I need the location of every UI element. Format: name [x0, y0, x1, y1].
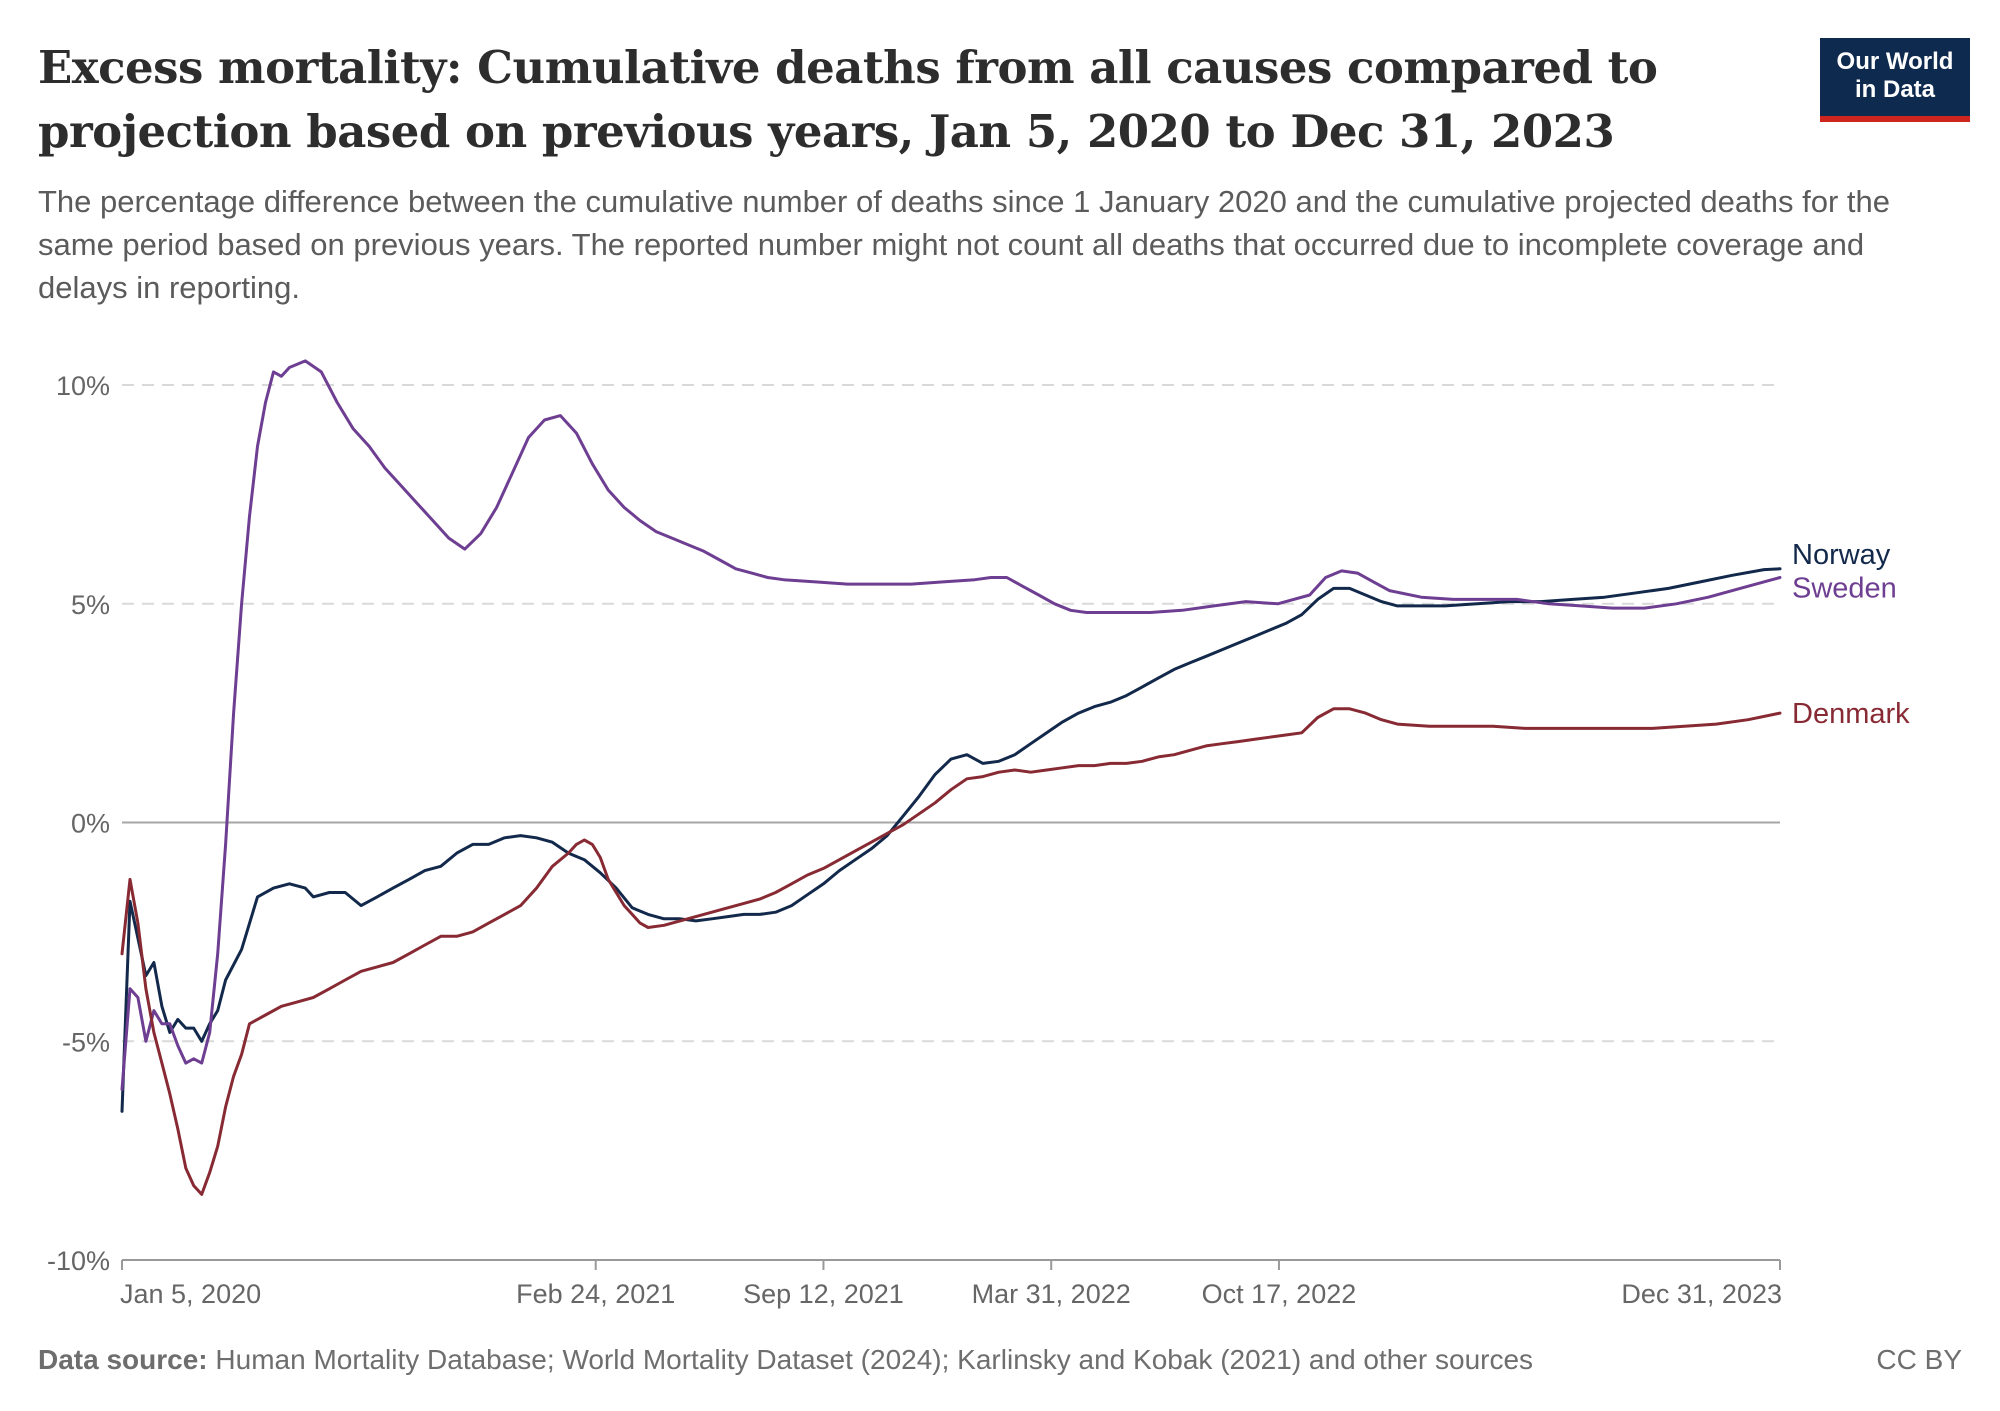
x-axis: Jan 5, 2020 Feb 24, 2021 Sep 12, 2021 Mar 3…	[120, 1259, 1782, 1309]
x-tick-label: Oct 17, 2022	[1202, 1279, 1357, 1309]
source-label: Data source:	[38, 1344, 208, 1375]
source-text: Human Mortality Database; World Mortalit…	[215, 1344, 1534, 1375]
y-tick-label: -5%	[62, 1027, 110, 1057]
y-tick-label: 10%	[56, 371, 110, 401]
y-tick-label: 5%	[71, 590, 110, 620]
y-tick-label: -10%	[47, 1246, 110, 1276]
series-line-denmark[interactable]	[120, 707, 1782, 1196]
chart-subtitle: The percentage difference between the cu…	[38, 184, 1890, 305]
series-lines	[120, 359, 1782, 1196]
series-line-sweden[interactable]	[120, 359, 1782, 1091]
license-link[interactable]: CC BY	[1876, 1344, 1962, 1375]
grid-lines	[122, 384, 1780, 1043]
logo-line-2: in Data	[1854, 76, 1935, 103]
x-tick-label: Jan 5, 2020	[120, 1279, 261, 1309]
x-tick-label: Mar 31, 2022	[972, 1279, 1131, 1309]
series-label-sweden: Sweden	[1792, 573, 1897, 605]
y-axis-tick-labels: 10% 5% 0% -5% -10%	[47, 371, 110, 1276]
series-label-denmark: Denmark	[1792, 698, 1910, 730]
logo-line-1: Our World	[1836, 48, 1954, 75]
y-tick-label: 0%	[71, 809, 110, 839]
x-tick-label: Sep 12, 2021	[743, 1279, 904, 1309]
owid-logo[interactable]: Our World in Data	[1820, 38, 1970, 122]
chart-title: Excess mortality: Cumulative deaths from…	[38, 41, 1658, 158]
footer-source: Data source: Human Mortality Database; W…	[38, 1344, 1533, 1376]
series-label-norway: Norway	[1792, 539, 1891, 571]
x-tick-label: Feb 24, 2021	[516, 1279, 675, 1309]
series-line-norway[interactable]	[120, 567, 1782, 1113]
x-tick-label: Dec 31, 2023	[1621, 1279, 1782, 1309]
